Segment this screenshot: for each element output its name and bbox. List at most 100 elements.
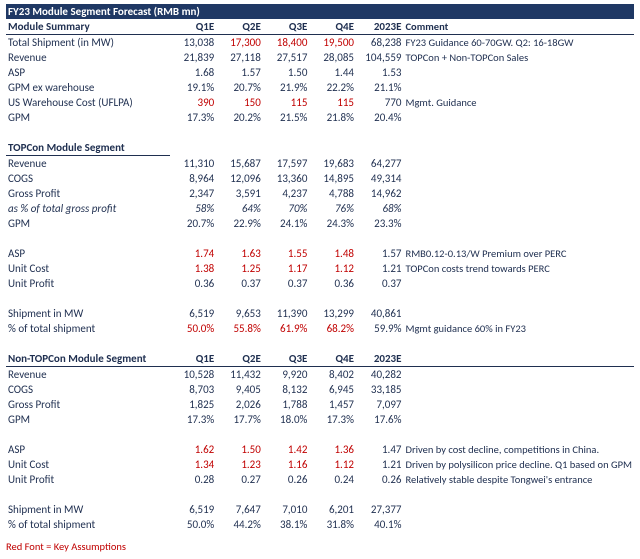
cell-value: 104,559 [356,50,404,65]
cell-value: 61.9% [263,321,310,336]
cell-value: 0.26 [263,472,310,487]
cell-value: 18,400 [263,35,310,51]
cell-value: 17.6% [356,412,404,427]
cell-value: 49,314 [356,171,404,186]
cell-value: 59.9% [356,321,404,336]
cell-value: 19,683 [309,156,356,172]
row-label: GPM [6,412,170,427]
cell-value: 1.16 [263,457,310,472]
cell-value: 1.55 [263,246,310,261]
cell-value: 22.9% [216,216,263,231]
cell-value: 1.23 [216,457,263,472]
row-label: COGS [6,382,170,397]
cell-value: 68% [356,201,404,216]
cell-value: 1.57 [216,65,263,80]
cell-value: 1.42 [263,442,310,457]
cell-value: 1,788 [263,397,310,412]
forecast-table: FY23 Module Segment Forecast (RMB mn)Mod… [6,4,634,532]
table-title: FY23 Module Segment Forecast (RMB mn) [6,4,634,19]
cell-value: 1.53 [356,65,404,80]
cell-value: 20.4% [356,110,404,125]
cell-value: 1.50 [216,442,263,457]
cell-comment [404,367,635,383]
cell-comment [404,201,635,216]
cell-value: 115 [263,95,310,110]
cell-value: 40.1% [356,517,404,532]
cell-comment [404,306,635,321]
cell-value: 64,277 [356,156,404,172]
cell-value: 8,964 [170,171,217,186]
cell-comment [404,186,635,201]
column-header: Q4E [309,351,356,367]
cell-comment: TOPCon costs trend towards PERC [404,261,635,276]
cell-value: 1.36 [309,442,356,457]
cell-comment [404,216,635,231]
row-label: Revenue [6,50,170,65]
row-label: US Warehouse Cost (UFLPA) [6,95,170,110]
cell-value: 44.2% [216,517,263,532]
cell-value: 0.37 [216,276,263,291]
row-label: COGS [6,171,170,186]
row-label: Gross Profit [6,186,170,201]
cell-value: 68,238 [356,35,404,51]
cell-value: 7,647 [216,502,263,517]
column-header: Q1E [170,351,217,367]
cell-comment: Mgmt. Guidance [404,95,635,110]
cell-value: 21.1% [356,80,404,95]
cell-comment [404,517,635,532]
cell-comment [404,171,635,186]
cell-value: 7,010 [263,502,310,517]
row-label: Shipment in MW [6,502,170,517]
cell-comment: RMB0.12-0.13/W Premium over PERC [404,246,635,261]
cell-value: 7,097 [356,397,404,412]
cell-value: 23.3% [356,216,404,231]
row-label: ASP [6,246,170,261]
cell-value: 15,687 [216,156,263,172]
cell-value: 18.0% [263,412,310,427]
cell-value: 9,405 [216,382,263,397]
row-label: GPM [6,216,170,231]
cell-value: 1.17 [263,261,310,276]
row-label: Unit Profit [6,472,170,487]
row-label: Revenue [6,156,170,172]
cell-value: 770 [356,95,404,110]
cell-value: 24.3% [309,216,356,231]
cell-value: 0.36 [309,276,356,291]
cell-value: 1,825 [170,397,217,412]
cell-value: 20.2% [216,110,263,125]
column-header: Q4E [309,19,356,35]
cell-comment: FY23 Guidance 60-70GW. Q2: 16-18GW [404,35,635,51]
column-header: 2023E [356,19,404,35]
cell-value: 50.0% [170,517,217,532]
cell-value: 13,299 [309,306,356,321]
row-label: Gross Profit [6,397,170,412]
cell-value: 19,500 [309,35,356,51]
cell-value: 8,703 [170,382,217,397]
cell-value: 33,185 [356,382,404,397]
cell-comment: Driven by polysilicon price decline. Q1 … [404,457,635,472]
row-label: Revenue [6,367,170,383]
cell-value: 6,519 [170,306,217,321]
cell-value: 12,096 [216,171,263,186]
cell-value: 13,038 [170,35,217,51]
cell-value: 11,390 [263,306,310,321]
cell-value: 64% [216,201,263,216]
row-label: Shipment in MW [6,306,170,321]
cell-comment [404,65,635,80]
cell-value: 58% [170,201,217,216]
cell-value: 8,402 [309,367,356,383]
row-label: ASP [6,65,170,80]
cell-value: 14,895 [309,171,356,186]
cell-value: 1.21 [356,457,404,472]
cell-value: 68.2% [309,321,356,336]
cell-value: 19.1% [170,80,217,95]
row-label: Total Shipment (in MW) [6,35,170,51]
cell-value: 17.3% [309,412,356,427]
cell-value: 17.7% [216,412,263,427]
cell-value: 27,377 [356,502,404,517]
cell-value: 17.3% [170,110,217,125]
cell-value: 31.8% [309,517,356,532]
cell-value: 1,457 [309,397,356,412]
cell-value: 17.3% [170,412,217,427]
cell-value: 0.28 [170,472,217,487]
